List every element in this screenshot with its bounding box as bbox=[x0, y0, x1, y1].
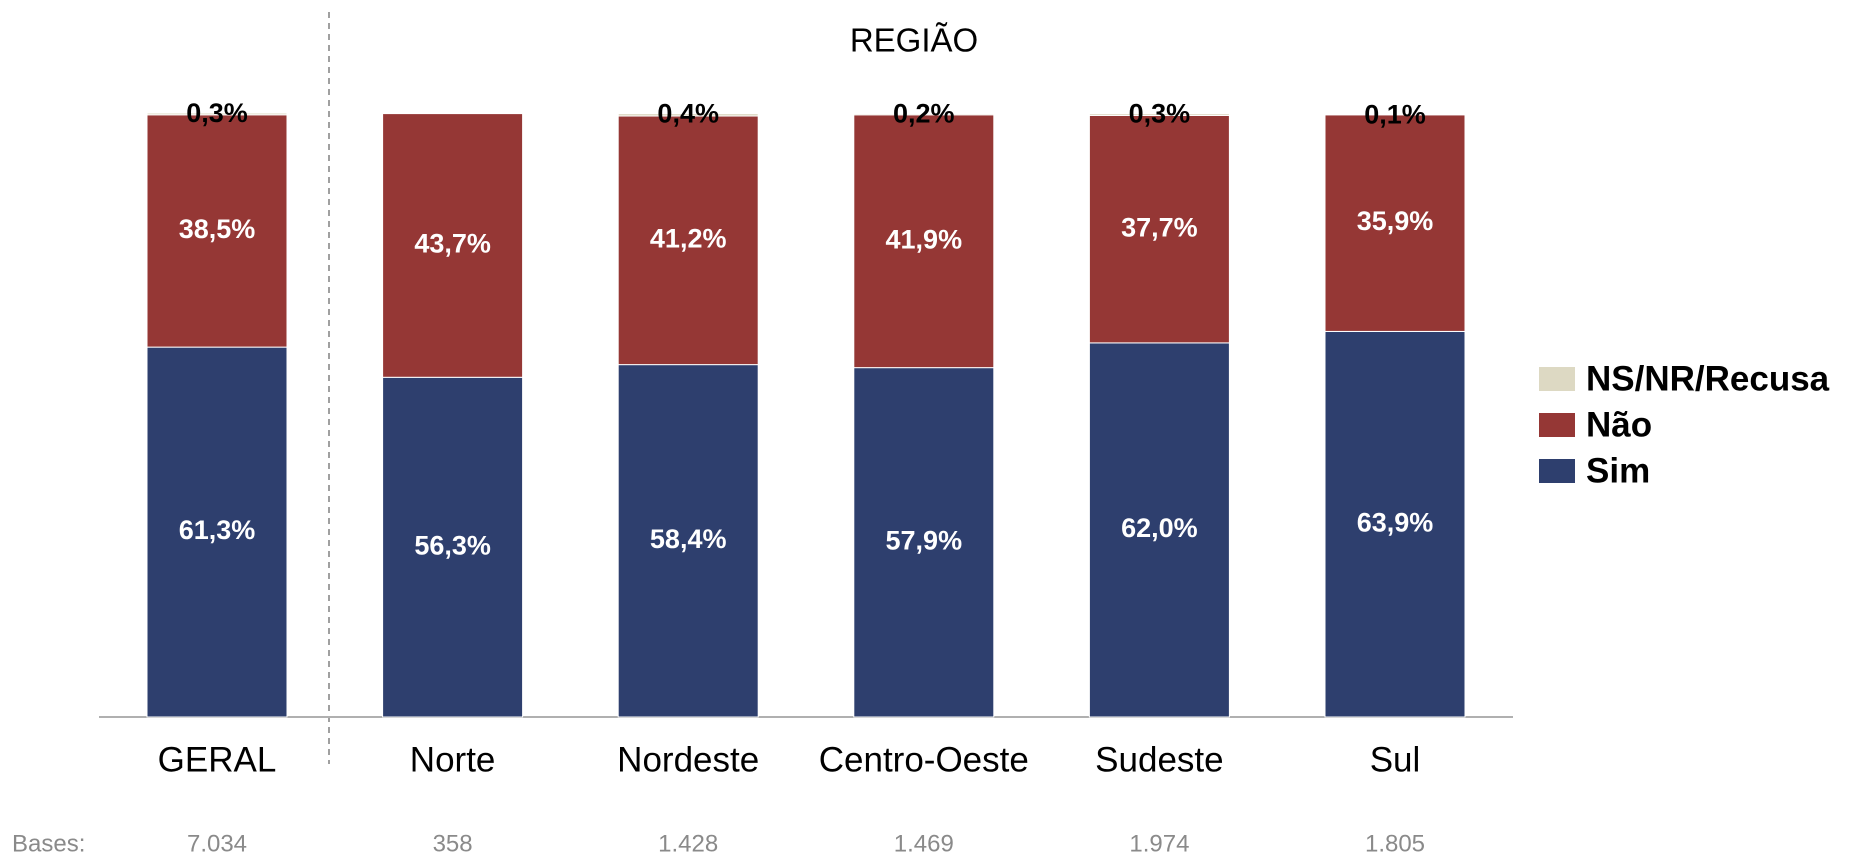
data-label: 0,4% bbox=[657, 99, 719, 129]
x-tick-label: Norte bbox=[410, 740, 496, 779]
legend-swatch bbox=[1539, 459, 1575, 483]
base-value: 1.469 bbox=[894, 830, 954, 857]
bar-segment bbox=[382, 113, 524, 378]
legend-label: Não bbox=[1586, 405, 1652, 444]
base-value: 358 bbox=[433, 830, 473, 857]
data-label: 0,2% bbox=[893, 99, 955, 129]
base-value: 1.428 bbox=[658, 830, 718, 857]
data-label: 58,4% bbox=[650, 524, 727, 554]
data-label: 56,3% bbox=[414, 530, 491, 560]
bar-segment bbox=[1088, 342, 1230, 718]
bar-segment bbox=[146, 112, 288, 116]
bar-segment bbox=[617, 113, 759, 117]
bar-segment bbox=[146, 346, 288, 718]
data-label: 37,7% bbox=[1121, 212, 1198, 242]
legend-swatch bbox=[1539, 367, 1575, 391]
data-label: 0,3% bbox=[1129, 99, 1191, 129]
x-tick-label: Nordeste bbox=[617, 740, 759, 779]
x-tick-label: Sul bbox=[1370, 740, 1421, 779]
legend-swatch bbox=[1539, 413, 1575, 437]
base-value: 7.034 bbox=[187, 830, 247, 857]
data-label: 63,9% bbox=[1357, 507, 1434, 537]
bases-label: Bases: bbox=[12, 830, 85, 857]
x-tick-label: Centro-Oeste bbox=[819, 740, 1029, 779]
bar-segment bbox=[853, 114, 995, 369]
data-label: 62,0% bbox=[1121, 513, 1198, 543]
data-label: 38,5% bbox=[179, 214, 256, 244]
data-label: 41,9% bbox=[886, 224, 963, 254]
data-label: 43,7% bbox=[414, 229, 491, 259]
x-tick-label: GERAL bbox=[158, 740, 277, 779]
data-label: 0,3% bbox=[186, 98, 248, 128]
x-tick-label: Sudeste bbox=[1095, 740, 1223, 779]
bar-segment bbox=[1088, 113, 1230, 116]
data-label: 35,9% bbox=[1357, 206, 1434, 236]
bar-segment bbox=[853, 113, 995, 116]
data-label: 57,9% bbox=[886, 525, 963, 555]
bar-segment bbox=[1088, 114, 1230, 344]
bar-segment bbox=[146, 114, 288, 348]
legend-label: NS/NR/Recusa bbox=[1586, 359, 1830, 398]
chart-title: REGIÃO bbox=[850, 22, 978, 59]
bar-segment bbox=[1324, 113, 1466, 116]
data-label: 41,2% bbox=[650, 223, 727, 253]
base-value: 1.974 bbox=[1129, 830, 1189, 857]
bar-segment bbox=[382, 376, 524, 718]
bar-segment bbox=[1324, 114, 1466, 332]
bar-segment bbox=[1324, 330, 1466, 718]
data-label: 0,1% bbox=[1364, 99, 1426, 129]
base-value: 1.805 bbox=[1365, 830, 1425, 857]
bar-segment bbox=[853, 367, 995, 718]
data-label: 61,3% bbox=[179, 515, 256, 545]
legend-label: Sim bbox=[1586, 451, 1650, 490]
